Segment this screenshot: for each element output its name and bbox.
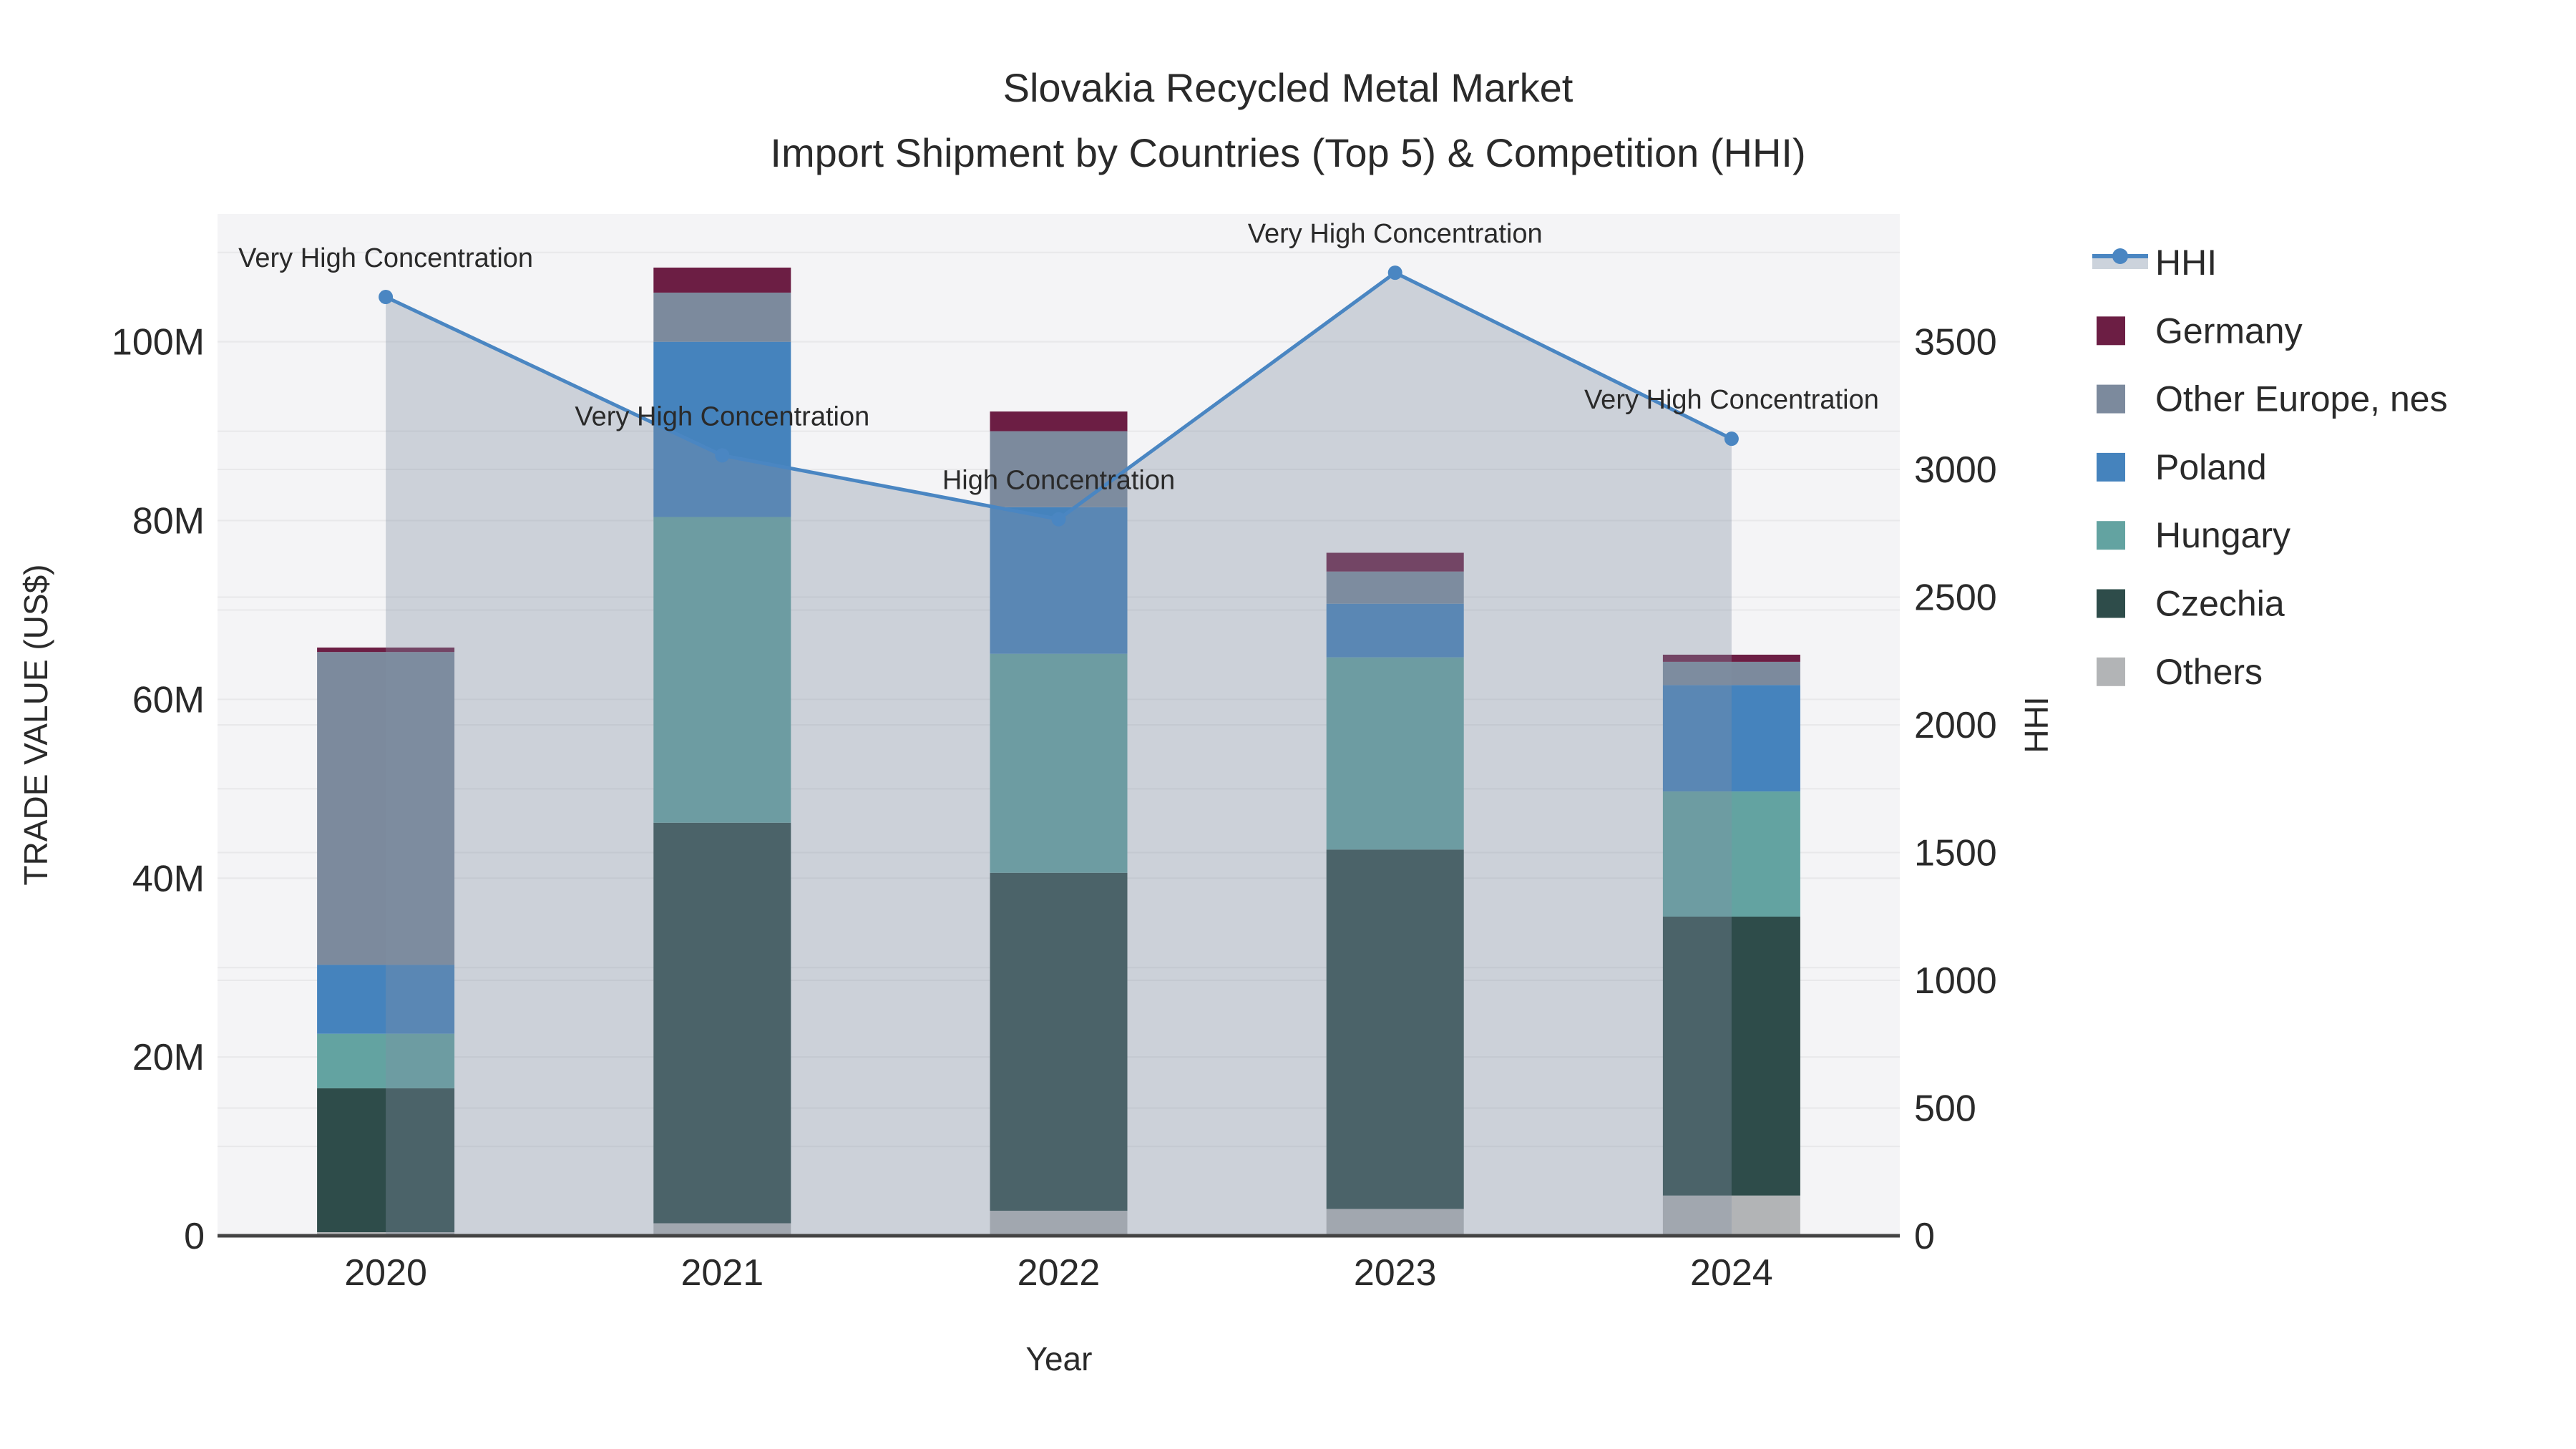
- bar-segment-czechia-2024: [1662, 916, 1800, 1196]
- y-right-tick-label: 3500: [1914, 322, 1997, 364]
- bar-segment-hungary-2021: [653, 517, 791, 823]
- bar-segment-others-2022: [990, 1211, 1128, 1236]
- y-right-tick-label: 2000: [1914, 705, 1997, 746]
- legend-label: Others: [2155, 652, 2263, 692]
- y-left-tick-label: 100M: [112, 322, 205, 364]
- y-left-tick-label: 60M: [132, 679, 205, 721]
- bar-segment-other-europe-nes-2022: [990, 431, 1128, 507]
- bar-segment-others-2024: [1662, 1195, 1800, 1236]
- bar-segment-germany-2020: [317, 647, 455, 653]
- bar-segment-poland-2022: [990, 507, 1128, 654]
- annotation-2020: Very High Concentration: [238, 243, 533, 273]
- bar-segment-hungary-2024: [1662, 791, 1800, 917]
- legend-item-other-europe-nes[interactable]: Other Europe, nes: [2097, 379, 2448, 419]
- bar-segment-hungary-2022: [990, 653, 1128, 873]
- bar-segment-hungary-2023: [1326, 657, 1464, 850]
- y-right-tick-label: 3000: [1914, 449, 1997, 491]
- y-left-tick-label: 80M: [132, 501, 205, 542]
- legend-label: Germany: [2155, 311, 2303, 351]
- bar-segment-poland-2020: [317, 965, 455, 1034]
- y-right-tick-label: 0: [1914, 1216, 1935, 1257]
- legend-label: Other Europe, nes: [2155, 379, 2448, 419]
- y-right-axis-title: HHI: [2018, 696, 2055, 753]
- legend-item-czechia[interactable]: Czechia: [2097, 584, 2285, 624]
- y-right-tick-label: 1500: [1914, 833, 1997, 874]
- annotation-2023: Very High Concentration: [1248, 219, 1543, 249]
- x-tick-label-2020: 2020: [344, 1252, 427, 1294]
- bar-segment-germany-2024: [1662, 654, 1800, 662]
- annotation-2024: Very High Concentration: [1584, 385, 1879, 415]
- legend-label: HHI: [2155, 243, 2217, 283]
- legend-label: Czechia: [2155, 584, 2285, 624]
- legend-item-poland[interactable]: Poland: [2097, 447, 2267, 487]
- hhi-marker-2021: [715, 448, 730, 463]
- bar-segment-others-2023: [1326, 1209, 1464, 1236]
- hhi-marker-2020: [379, 290, 394, 305]
- y-left-tick-label: 0: [184, 1216, 205, 1257]
- x-tick-label-2021: 2021: [680, 1252, 763, 1294]
- bar-segment-others-2021: [653, 1223, 791, 1236]
- y-right-tick-label: 2500: [1914, 577, 1997, 619]
- bar-segment-hungary-2020: [317, 1033, 455, 1088]
- y-left-tick-label: 20M: [132, 1037, 205, 1078]
- annotation-2021: Very High Concentration: [575, 401, 869, 431]
- y-left-tick-label: 40M: [132, 858, 205, 899]
- chart-title-line2: Import Shipment by Countries (Top 5) & C…: [770, 130, 1805, 175]
- legend-item-germany[interactable]: Germany: [2097, 311, 2303, 351]
- bar-segment-other-europe-nes-2024: [1662, 661, 1800, 686]
- y-left-axis-title: TRADE VALUE (US$): [17, 564, 54, 885]
- plot-area: Very High Concentration Very High Concent…: [112, 214, 1997, 1294]
- hhi-marker-2023: [1387, 265, 1402, 280]
- legend-item-others[interactable]: Others: [2097, 652, 2263, 692]
- hhi-legend-marker: [2112, 248, 2128, 264]
- bar-segment-czechia-2021: [653, 822, 791, 1224]
- bar-segment-germany-2023: [1326, 552, 1464, 572]
- legend-swatch: [2097, 589, 2125, 618]
- y-right-tick-label: 1000: [1914, 960, 1997, 1002]
- legend-swatch: [2097, 452, 2125, 482]
- chart-title-line1: Slovakia Recycled Metal Market: [1003, 65, 1574, 110]
- annotation-2022: High Concentration: [942, 466, 1175, 496]
- legend-swatch: [2097, 384, 2125, 414]
- y-right-tick-label: 500: [1914, 1088, 1976, 1130]
- bar-segment-poland-2024: [1662, 685, 1800, 792]
- bar-segment-other-europe-nes-2023: [1326, 571, 1464, 604]
- legend-item-hhi[interactable]: HHI: [2092, 243, 2217, 283]
- legend-label: Hungary: [2155, 515, 2290, 555]
- bar-segment-other-europe-nes-2021: [653, 292, 791, 342]
- x-axis-title: Year: [1026, 1340, 1093, 1377]
- hhi-marker-2024: [1724, 431, 1739, 447]
- legend: HHI Germany Other Europe, nes Poland Hungary…: [2092, 243, 2448, 692]
- x-tick-label-2022: 2022: [1018, 1252, 1101, 1294]
- hhi-marker-2022: [1051, 512, 1066, 527]
- legend-item-hungary[interactable]: Hungary: [2097, 515, 2290, 555]
- legend-swatch: [2097, 657, 2125, 686]
- bar-segment-czechia-2023: [1326, 849, 1464, 1209]
- x-tick-label-2024: 2024: [1690, 1252, 1773, 1294]
- hhi-area-fill: [386, 273, 1732, 1236]
- bar-segment-poland-2021: [653, 341, 791, 517]
- bar-segment-germany-2022: [990, 411, 1128, 431]
- bar-segment-czechia-2022: [990, 872, 1128, 1211]
- bar-segment-germany-2021: [653, 267, 791, 293]
- legend-swatch: [2097, 316, 2125, 346]
- bar-segment-czechia-2020: [317, 1088, 455, 1233]
- x-tick-label-2023: 2023: [1354, 1252, 1437, 1294]
- legend-label: Poland: [2155, 447, 2267, 487]
- legend-swatch: [2097, 521, 2125, 550]
- bar-segment-poland-2023: [1326, 603, 1464, 658]
- bar-segment-other-europe-nes-2020: [317, 652, 455, 965]
